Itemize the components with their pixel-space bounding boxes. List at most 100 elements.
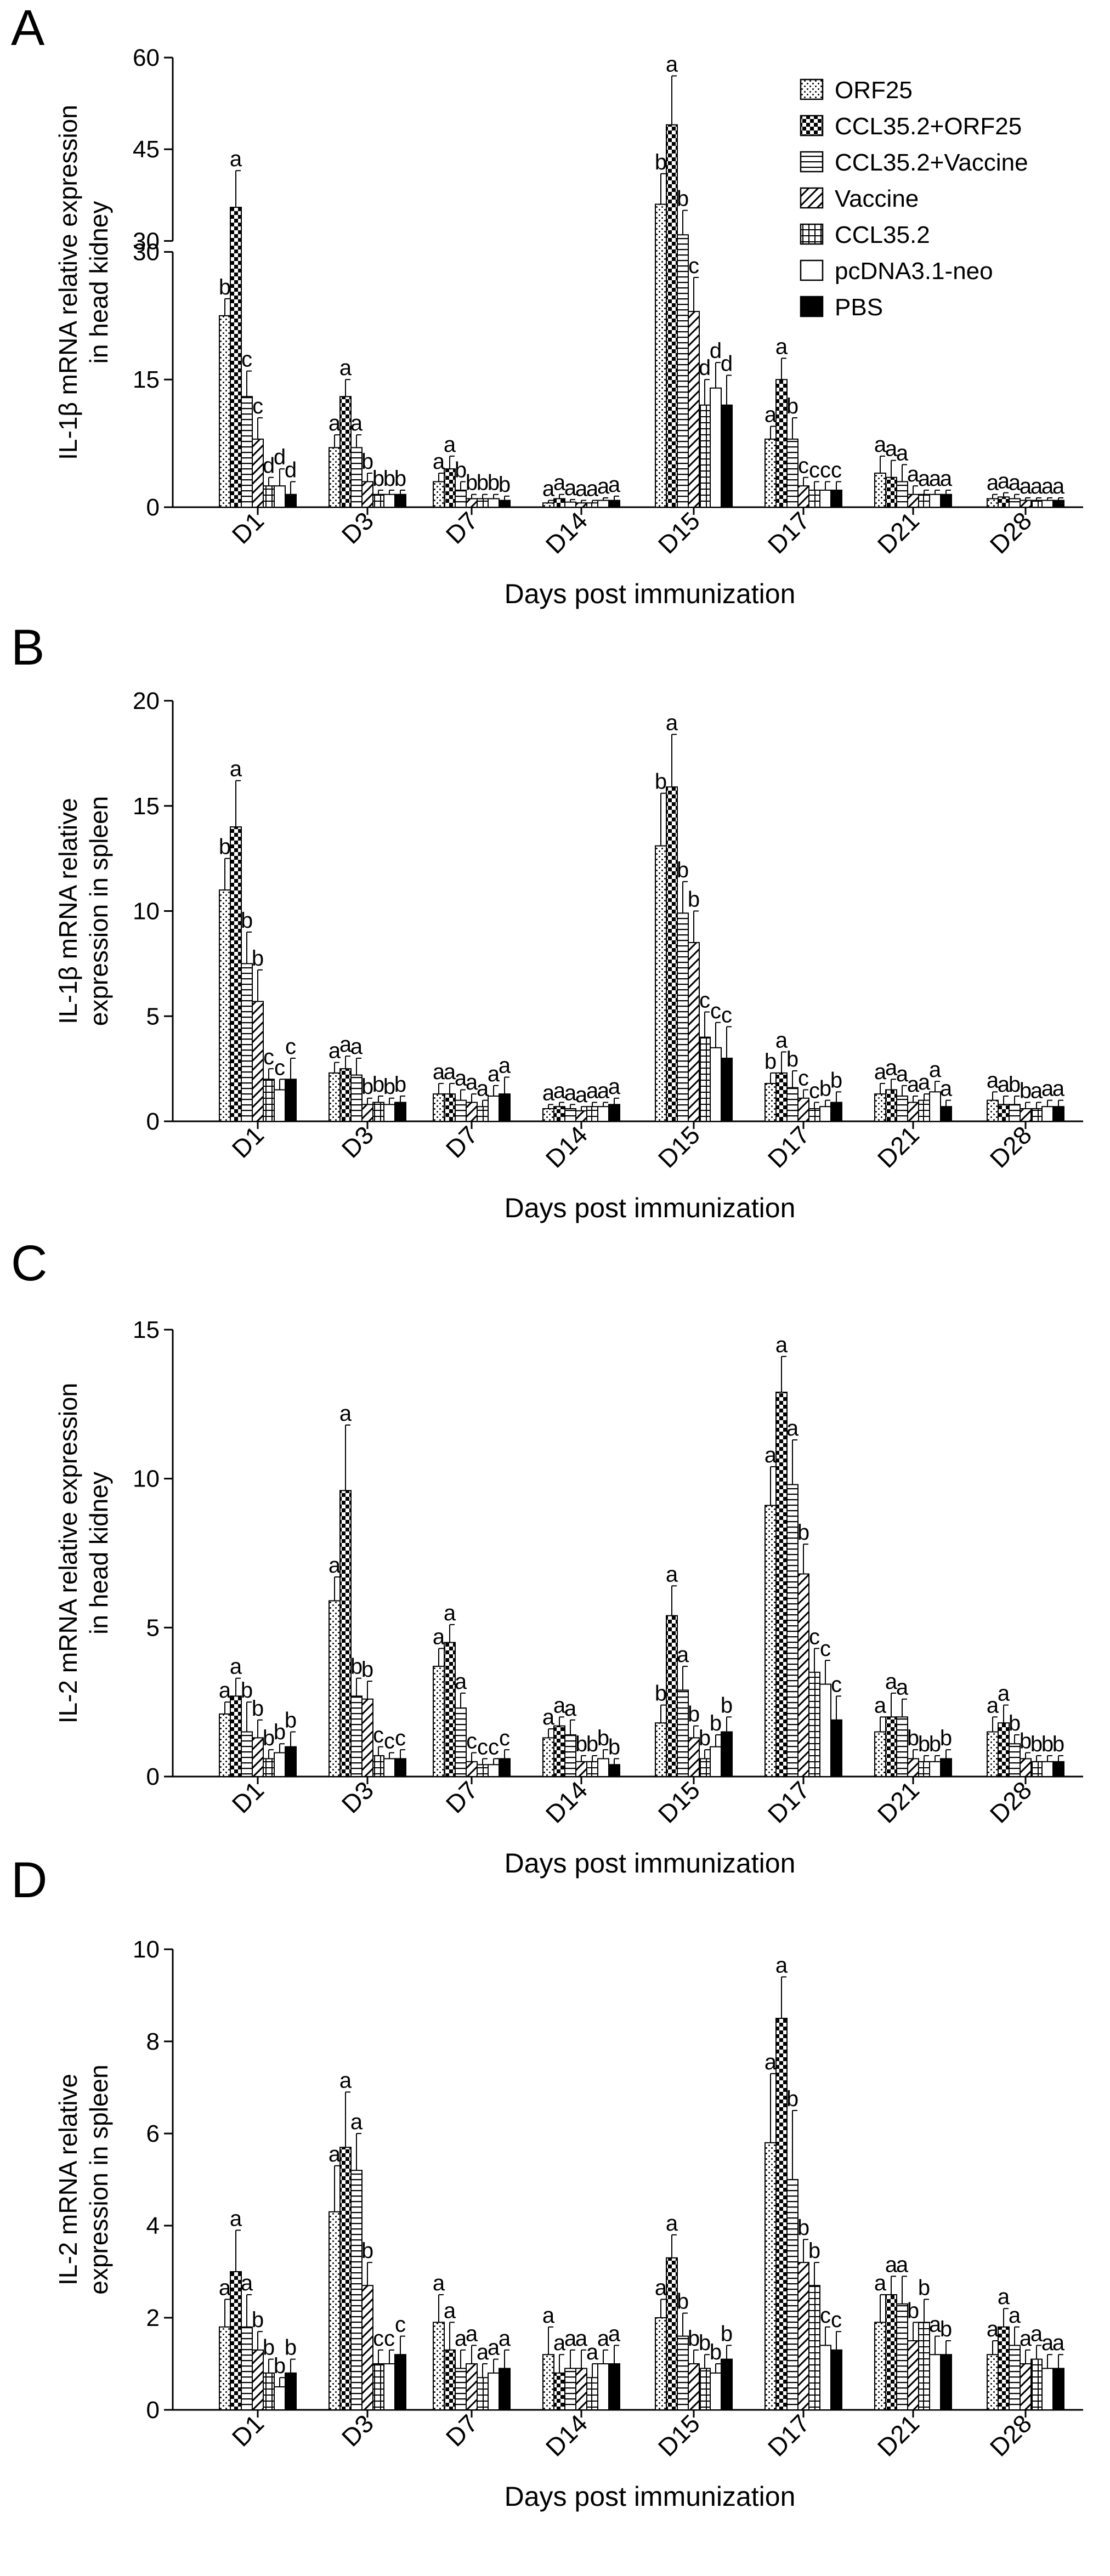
bar-ccl35-2-orf25-d28: [998, 1104, 1010, 1122]
y-axis-title-line: in head kidney: [84, 1472, 113, 1635]
bar-ccl35-2-orf25-d14: [553, 1725, 565, 1777]
significance-letter: a: [329, 2142, 341, 2166]
significance-letter: b: [940, 2317, 952, 2341]
y-axis-title-line: IL-1β mRNA relative: [54, 798, 82, 1024]
significance-letter: b: [274, 1720, 286, 1744]
y-tick-label: 8: [146, 2028, 160, 2055]
bar-ccl35-2-orf25-d1: [230, 207, 242, 508]
panel-b: B 0 5 10 15 20 IL-1β mRNA relative expression i…: [11, 620, 1083, 1223]
significance-letter: b: [830, 1068, 842, 1092]
x-axis-title: Days post immunization: [505, 1193, 796, 1223]
significance-letter: d: [699, 356, 711, 380]
bar-pbs-d17: [830, 1102, 842, 1122]
significance-letter: a: [433, 450, 445, 474]
bar-pcdna3-1-neo-d28: [1041, 1761, 1054, 1777]
x-axis-title: Days post immunization: [505, 578, 796, 609]
significance-letter: a: [241, 2271, 253, 2295]
bar-ccl35-2-d28: [1030, 1108, 1043, 1122]
significance-letter: a: [350, 1035, 363, 1059]
bar-ccl35-2-d7: [477, 498, 489, 508]
bar-ccl35-2-orf25-d7: [444, 468, 456, 508]
significance-letter: a: [896, 1676, 909, 1700]
significance-letter: d: [285, 458, 297, 482]
significance-letter: a: [466, 1070, 478, 1094]
y-tick-label: 15: [133, 793, 160, 820]
x-tick-label: D7: [440, 506, 483, 549]
bar-orf25-d7: [433, 2322, 445, 2410]
bar-ccl35-2-orf25-d7: [444, 1093, 456, 1122]
legend-swatch: [800, 115, 824, 137]
significance-letter: a: [775, 1333, 788, 1357]
significance-letter: b: [575, 1732, 587, 1756]
significance-letter: a: [874, 1693, 887, 1717]
bar-pbs-d3: [394, 1102, 406, 1122]
x-tick-label: D21: [872, 506, 925, 559]
significance-letter: a: [444, 1060, 456, 1084]
bar-ccl35-2-vaccine-d7: [455, 489, 467, 508]
bar-pcdna3-1-neo-d7: [488, 2372, 500, 2410]
significance-letter: b: [929, 1732, 941, 1756]
significance-letter: a: [339, 356, 352, 380]
bar-ccl35-2-vaccine-d21: [896, 1095, 908, 1122]
bar-pcdna3-1-neo-d14: [597, 1106, 609, 1122]
bar-pcdna3-1-neo-d17: [819, 1683, 831, 1777]
significance-letter: a: [885, 1670, 898, 1694]
significance-letter: a: [329, 1039, 341, 1063]
bar-vaccine-d7: [466, 498, 478, 508]
significance-letter: a: [230, 2206, 242, 2231]
significance-letter: a: [339, 1402, 352, 1426]
bar-pcdna3-1-neo-d21: [929, 2354, 941, 2411]
bar-ccl35-2-d15: [699, 404, 711, 508]
bar-ccl35-2-orf25-d21: [885, 1716, 897, 1777]
significance-letter: c: [477, 1735, 488, 1759]
significance-letter: b: [655, 770, 667, 794]
bar-ccl35-2-vaccine-d15: [677, 912, 689, 1122]
significance-letter: a: [564, 476, 577, 500]
significance-letter: b: [688, 2327, 700, 2351]
significance-letter: a: [542, 477, 555, 501]
bar-ccl35-2-orf25-d21: [885, 2294, 897, 2410]
significance-letter: a: [775, 1028, 788, 1052]
x-tick-label: D28: [984, 1120, 1037, 1173]
bar-orf25-d14: [542, 502, 554, 508]
bar-pcdna3-1-neo-d17: [819, 489, 831, 508]
legend-item-pcdna3-1-neo: pcDNA3.1-neo: [800, 258, 993, 285]
bar-ccl35-2-d3: [372, 1755, 384, 1777]
bar-pcdna3-1-neo-d3: [383, 1758, 395, 1777]
significance-letter: c: [820, 458, 831, 482]
x-tick-label: D1: [226, 506, 269, 549]
significance-letter: b: [383, 467, 395, 491]
significance-letter: b: [350, 1655, 363, 1679]
bar-ccl35-2-d28: [1030, 1761, 1043, 1777]
significance-letter: a: [597, 2327, 610, 2351]
significance-letter: b: [1009, 1073, 1021, 1097]
y-axis: 0 5 10 15: [133, 1317, 174, 1790]
legend-label: CCL35.2+Vaccine: [835, 149, 1028, 176]
x-tick-label: D14: [540, 1775, 593, 1828]
bar-pbs-d3: [394, 493, 406, 508]
bar-pbs-d3: [394, 1758, 406, 1777]
significance-letter: a: [586, 2340, 599, 2364]
bar-pcdna3-1-neo-d15: [710, 2372, 722, 2410]
significance-letter: a: [339, 1032, 352, 1057]
significance-letter: b: [1041, 1732, 1054, 1756]
significance-letter: a: [350, 2110, 363, 2134]
y-tick-label: 20: [133, 688, 160, 714]
significance-letter: c: [241, 348, 252, 372]
bar-pcdna3-1-neo-d1: [274, 1752, 286, 1778]
significance-letter: a: [666, 1562, 678, 1586]
significance-letter: c: [395, 1726, 406, 1750]
significance-letter: b: [918, 1732, 930, 1756]
bar-ccl35-2-vaccine-d3: [350, 1074, 363, 1122]
bar-vaccine-d3: [361, 1104, 373, 1122]
bar-pcdna3-1-neo-d14: [597, 2363, 609, 2410]
bar-vaccine-d1: [252, 1737, 264, 1778]
bar-ccl35-2-vaccine-d7: [455, 1099, 467, 1122]
bar-ccl35-2-orf25-d17: [775, 1392, 788, 1778]
bar-orf25-d3: [329, 1600, 341, 1778]
bar-ccl35-2-d17: [808, 2285, 820, 2411]
